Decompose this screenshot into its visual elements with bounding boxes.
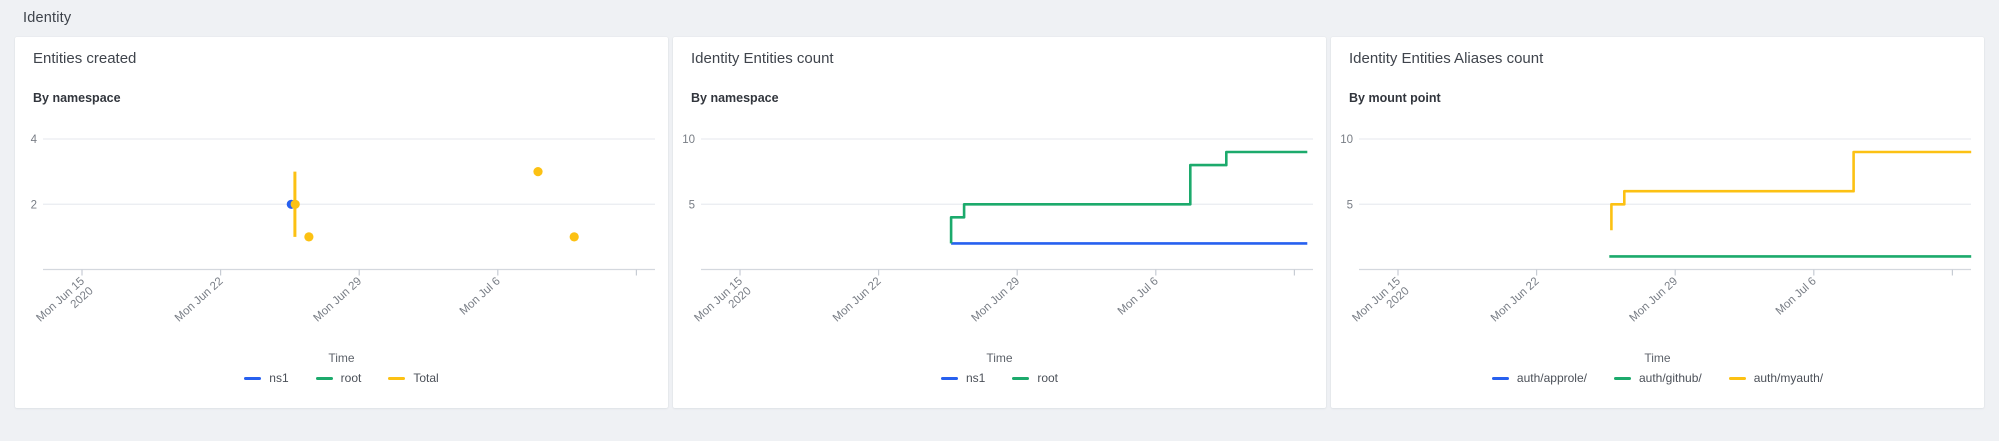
legend-item-auth/approle/: auth/approle/ (1491, 371, 1587, 385)
x-axis-tick-label: Mon Jul 6 (1774, 275, 1819, 317)
legend-item-ns1: ns1 (940, 371, 986, 385)
series-line-auth/myauth/ (1610, 150, 1972, 231)
legend-title: Time (1644, 351, 1671, 365)
x-axis-tick-label: Mon Jul 6 (458, 275, 503, 317)
y-axis-tick-label: 2 (31, 199, 37, 211)
chart-title: Identity Entities count (691, 50, 834, 67)
chart-legend: Time ns1 root Total (15, 351, 668, 385)
chart-title: Entities created (33, 50, 137, 67)
series-line-root (949, 150, 1308, 244)
chart-subtitle: By mount point (1349, 91, 1441, 105)
legend-label: auth/approle/ (1516, 371, 1587, 385)
legend-swatch-icon (1728, 376, 1746, 380)
page-title: Identity (23, 10, 72, 26)
legend-items: auth/approle/auth/github/auth/myauth/ (1331, 371, 1984, 385)
legend-title: Time (328, 351, 355, 365)
legend-swatch-icon (244, 376, 262, 380)
identity-entities-count-chart[interactable]: 10 5 Mon Jun 152020 Mon Jun 22 Mon Jun 29 Mon… (673, 122, 1325, 337)
legend-label: ns1 (965, 371, 986, 385)
legend-swatch-icon (315, 376, 333, 380)
legend-label: root (340, 371, 362, 385)
x-axis-tick-label: Mon Jun 22 (831, 275, 884, 324)
identity-entities-aliases-count-chart[interactable]: 10 5 Mon Jun 152020 Mon Jun 22 Mon Jun 29 Mon… (1331, 122, 1983, 337)
card-identity-entities-aliases-count: Identity Entities Aliases count By mount… (1331, 37, 1984, 408)
legend-item-ns1: ns1 (244, 371, 289, 385)
card-entities-created: Entities created By namespace 4 2 Mon Jun … (15, 37, 668, 408)
legend-item-auth/myauth/: auth/myauth/ (1728, 371, 1824, 385)
x-axis-tick-label: Mon Jun 29 (312, 275, 365, 324)
x-axis-tick-label: Mon Jun 152020 (34, 275, 95, 334)
x-axis-tick-label: Mon Jun 29 (1628, 275, 1681, 324)
data-point-Total[interactable] (533, 167, 543, 177)
legend-items: ns1 root (673, 371, 1326, 385)
legend-swatch-icon (1613, 376, 1631, 380)
x-axis-tick-label: Mon Jun 22 (1489, 275, 1542, 324)
legend-title: Time (986, 351, 1013, 365)
x-axis-tick-label: Mon Jun 22 (173, 275, 226, 324)
chart-subtitle: By namespace (691, 91, 779, 105)
legend-items: ns1 root Total (15, 371, 668, 385)
x-axis-tick-label: Mon Jun 29 (970, 275, 1023, 324)
data-point-Total[interactable] (569, 232, 579, 242)
legend-label: Total (413, 371, 439, 385)
legend-label: auth/myauth/ (1753, 371, 1824, 385)
chart-cards-row: Entities created By namespace 4 2 Mon Jun … (15, 37, 1984, 408)
chart-legend: Time auth/approle/auth/github/auth/myaut… (1331, 351, 1984, 385)
legend-swatch-icon (1491, 376, 1509, 380)
x-axis-tick-label: Mon Jun 152020 (1350, 275, 1411, 334)
x-axis-tick-label: Mon Jun 152020 (692, 275, 753, 334)
legend-item-auth/github/: auth/github/ (1613, 371, 1702, 385)
chart-title: Identity Entities Aliases count (1349, 50, 1544, 67)
legend-label: auth/github/ (1638, 371, 1702, 385)
data-point-Total[interactable] (304, 232, 314, 242)
card-identity-entities-count: Identity Entities count By namespace 10 5… (673, 37, 1326, 408)
legend-swatch-icon (1012, 376, 1030, 380)
y-axis-tick-label: 5 (689, 199, 695, 211)
y-axis-tick-label: 5 (1347, 199, 1353, 211)
legend-label: root (1037, 371, 1059, 385)
legend-item-root: root (1012, 371, 1058, 385)
data-point-Total[interactable] (290, 199, 300, 209)
legend-swatch-icon (388, 376, 406, 380)
y-axis-tick-label: 10 (1340, 134, 1353, 146)
legend-item-Total: Total (388, 371, 439, 385)
legend-swatch-icon (940, 376, 958, 380)
y-axis-tick-label: 4 (31, 134, 38, 146)
x-axis-tick-label: Mon Jul 6 (1116, 275, 1161, 317)
y-axis-tick-label: 10 (682, 134, 695, 146)
chart-legend: Time ns1 root (673, 351, 1326, 385)
legend-label: ns1 (269, 371, 289, 385)
entities-created-chart[interactable]: 4 2 Mon Jun 152020 Mon Jun 22 Mon Jun 29 Mon … (15, 122, 667, 337)
legend-item-root: root (315, 371, 362, 385)
chart-subtitle: By namespace (33, 91, 121, 105)
